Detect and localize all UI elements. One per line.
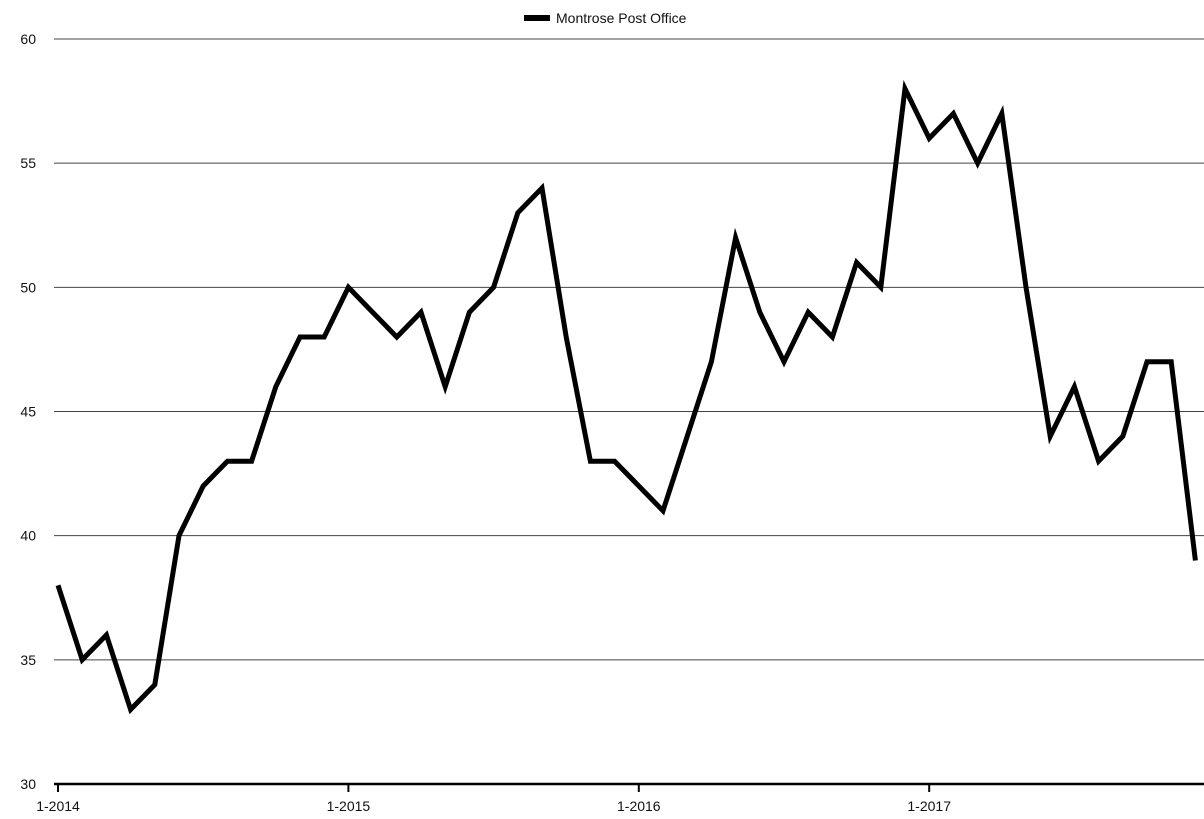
y-tick-label: 35 bbox=[20, 652, 36, 668]
x-tick-label: 1-2016 bbox=[617, 798, 661, 814]
x-tick-label: 1-2015 bbox=[327, 798, 371, 814]
series-layer bbox=[55, 80, 1198, 715]
y-tick-label: 45 bbox=[20, 404, 36, 420]
x-tick-label: 1-2017 bbox=[907, 798, 951, 814]
grid-lines bbox=[54, 38, 1204, 661]
y-tick-label: 30 bbox=[20, 776, 36, 792]
legend: Montrose Post Office bbox=[524, 10, 687, 26]
x-tick-label: 1-2014 bbox=[36, 798, 80, 814]
legend-label: Montrose Post Office bbox=[556, 10, 687, 26]
y-tick-label: 50 bbox=[20, 279, 36, 295]
y-tick-label: 60 bbox=[20, 31, 36, 47]
y-tick-label: 40 bbox=[20, 528, 36, 544]
legend-swatch bbox=[524, 15, 550, 21]
y-axis: 30 35 40 45 50 55 60 bbox=[20, 31, 36, 792]
x-axis: 1-2014 1-2015 1-2016 1-2017 bbox=[36, 782, 1204, 814]
y-tick-label: 55 bbox=[20, 155, 36, 171]
series-line-0 bbox=[55, 80, 1198, 715]
